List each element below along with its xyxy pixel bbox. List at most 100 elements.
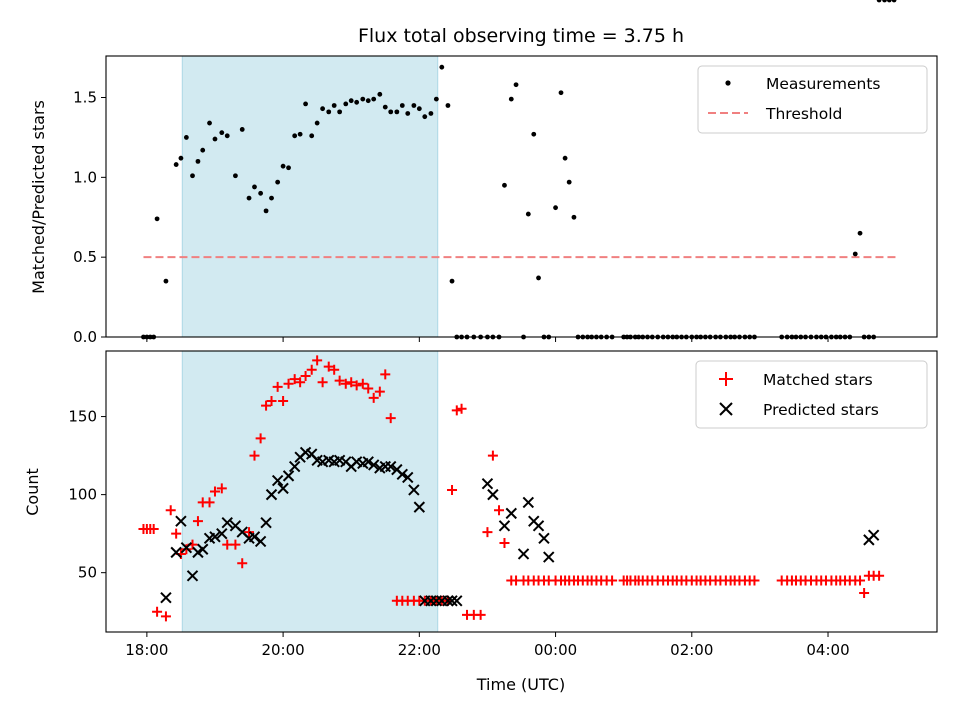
matched-star-point (171, 528, 182, 539)
measurement-point (439, 64, 445, 70)
matched-star-point (192, 516, 203, 527)
measurement-point (513, 82, 519, 88)
predicted-star-point (385, 460, 397, 473)
matched-star-point (357, 378, 368, 389)
predicted-star-point (408, 484, 420, 496)
matched-star-point (447, 484, 458, 495)
bottom-legend: Matched stars Predicted stars (695, 360, 928, 429)
predicted-star-point (442, 595, 454, 607)
measurement-point (320, 106, 326, 112)
measurement-point (354, 99, 360, 105)
matched-star-point (312, 355, 323, 366)
predicted-star-point (396, 468, 409, 481)
matched-star-point (283, 378, 294, 389)
predicted-star-point (221, 517, 233, 529)
top-x-axis-ticks (146, 337, 829, 342)
matched-stars-series (138, 355, 885, 622)
measurement-point (212, 136, 218, 142)
measurement-point (394, 109, 400, 115)
measurement-point (297, 131, 303, 137)
matched-star-point (306, 364, 317, 375)
measurement-point (252, 184, 257, 190)
measurement-point (562, 155, 568, 161)
measurement-point (173, 162, 179, 167)
predicted-star-point (265, 488, 278, 501)
chart-title: Flux total observing time = 3.75 h (358, 25, 684, 47)
measurement-point (275, 179, 281, 185)
matched-star-point (607, 575, 618, 586)
y-tick-label: 0.0 (73, 328, 97, 346)
legend-marker-predicted (719, 402, 733, 416)
predicted-star-point (197, 543, 209, 555)
matched-star-point (374, 386, 385, 397)
matched-star-point (216, 483, 227, 494)
predicted-star-point (175, 515, 187, 527)
bottom-legend-box (695, 360, 928, 429)
matched-star-point (487, 450, 498, 461)
matched-star-point (368, 392, 379, 403)
predicted-star-point (248, 531, 261, 543)
predicted-star-point (282, 470, 295, 482)
predicted-star-point (271, 474, 284, 487)
predicted-star-point (538, 532, 550, 545)
matched-star-point (334, 375, 345, 386)
predicted-star-point (867, 529, 880, 541)
predicted-star-point (532, 520, 545, 532)
legend-label-matched: Matched stars (763, 371, 873, 389)
predicted-star-point (487, 488, 499, 501)
matched-star-point (451, 405, 462, 416)
matched-star-point (855, 575, 866, 586)
legend-label-predicted: Predicted stars (763, 401, 879, 419)
observing-window-band (181, 55, 439, 338)
measurement-point (508, 96, 514, 102)
y-tick-label: 50 (78, 564, 97, 582)
matched-star-point (272, 381, 283, 392)
x-tick-label: 18:00 (125, 641, 168, 659)
matched-star-point (148, 523, 159, 534)
x-tick-label: 20:00 (261, 641, 304, 659)
predicted-star-point (505, 507, 517, 520)
measurement-point (292, 133, 298, 139)
measurement-point (891, 0, 897, 3)
measurement-point (365, 98, 371, 104)
measurement-point (263, 208, 269, 214)
predicted-star-point (413, 501, 426, 513)
matched-star-point (749, 575, 760, 586)
matched-star-point (329, 364, 340, 375)
measurement-point (371, 96, 377, 102)
matched-star-point (494, 505, 505, 516)
matched-star-point (363, 383, 374, 394)
measurement-point (876, 0, 882, 3)
predicted-star-point (362, 456, 374, 468)
matched-star-point (317, 377, 328, 388)
measurement-point (571, 214, 577, 220)
measurement-point (239, 127, 245, 132)
predicted-star-point (498, 520, 511, 532)
predicted-star-point (254, 535, 267, 548)
measurement-point (331, 103, 337, 108)
measurement-point (195, 158, 201, 164)
x-tick-label: 02:00 (670, 641, 713, 659)
y-tick-label: 1.5 (73, 89, 97, 107)
matched-star-point (204, 497, 215, 508)
measurement-point (360, 96, 366, 102)
matched-star-point (230, 539, 241, 550)
predicted-stars-series (160, 446, 880, 607)
predicted-star-point (277, 482, 289, 495)
measurement-point (857, 230, 863, 236)
measurement-point (280, 163, 286, 169)
predicted-star-point (209, 531, 221, 543)
predicted-star-point (543, 551, 555, 563)
measurement-point (422, 114, 428, 120)
measurement-point (558, 90, 564, 96)
measurement-point (416, 106, 422, 112)
matched-star-point (249, 450, 260, 461)
measurement-point (269, 195, 274, 201)
measurement-point (154, 216, 160, 222)
matched-star-point (165, 505, 176, 516)
predicted-star-point (517, 548, 530, 560)
measurement-point (399, 103, 405, 108)
measurement-point (411, 103, 417, 108)
